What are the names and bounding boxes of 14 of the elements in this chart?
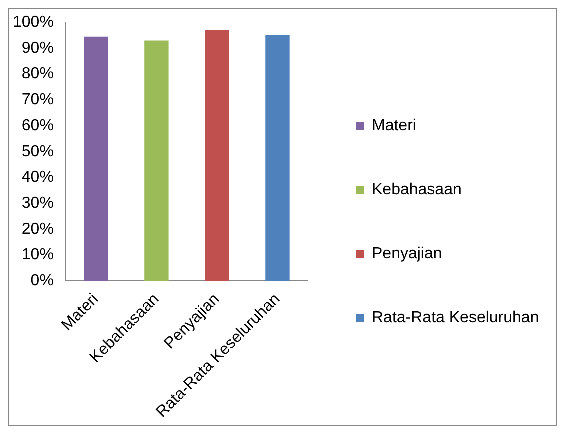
y-tick-label: 90%	[22, 40, 54, 57]
legend-label: Materi	[372, 117, 416, 134]
y-tick-label: 40%	[22, 169, 54, 186]
y-tick-label: 60%	[22, 117, 54, 134]
legend-label: Penyajian	[372, 245, 442, 262]
y-tick-label: 20%	[22, 220, 54, 238]
y-tick-label: 10%	[22, 246, 54, 264]
y-tick-label: 0%	[30, 272, 54, 290]
y-tick-label: 80%	[22, 66, 54, 83]
y-tick-label: 100%	[13, 14, 54, 32]
legend-label: Kebahasaan	[372, 181, 462, 198]
y-tick-label: 30%	[22, 195, 54, 212]
y-tick-label: 70%	[22, 92, 54, 109]
y-tick-label: 50%	[22, 143, 54, 160]
